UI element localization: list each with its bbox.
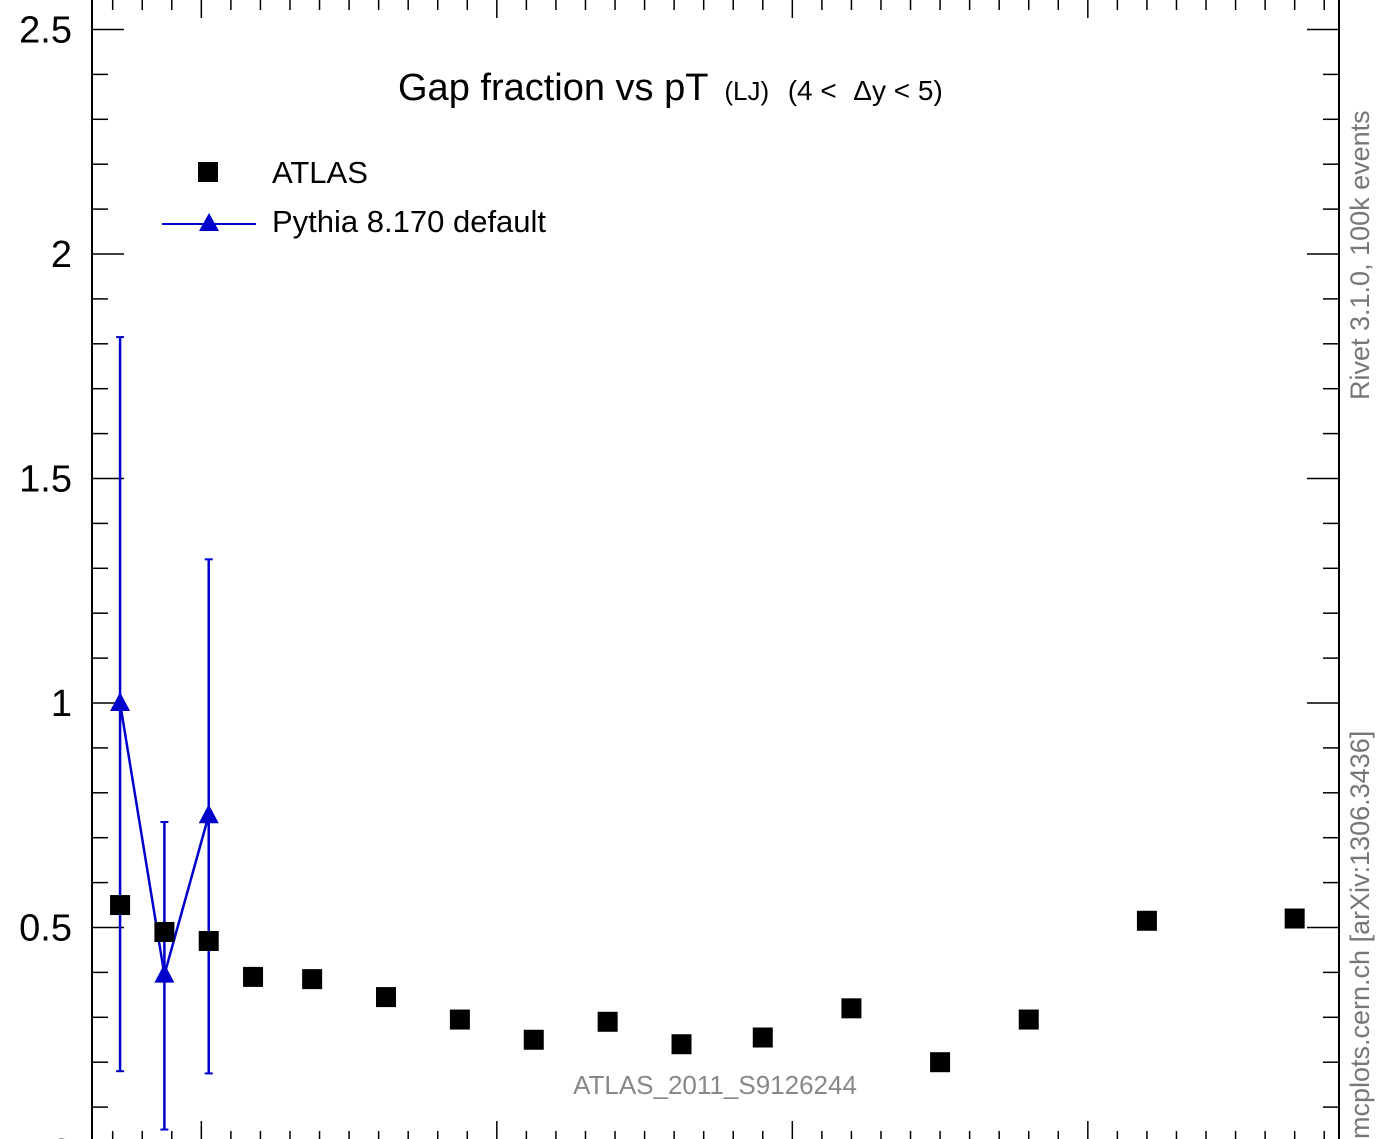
pythia-point [154, 963, 175, 983]
rivet-version-label: Rivet 3.1.0, 100k events [1345, 110, 1375, 400]
axis-ticks [92, 0, 1339, 1139]
chart-title-sub: (LJ) [724, 76, 769, 106]
y-tick-labels: 0 0.5 1 1.5 2 2.5 [19, 10, 72, 1139]
y-tick-label: 0 [51, 1132, 72, 1139]
atlas-point [597, 1011, 618, 1032]
pythia-point [198, 804, 219, 824]
atlas-point [302, 969, 323, 990]
y-tick-label: 1.5 [19, 459, 72, 501]
atlas-point [1284, 908, 1305, 929]
atlas-point [671, 1034, 692, 1055]
y-tick-label: 2 [51, 234, 72, 276]
atlas-point [110, 895, 131, 916]
atlas-point [1136, 910, 1157, 931]
atlas-point [841, 998, 862, 1019]
y-tick-label: 2.5 [19, 10, 72, 52]
atlas-point [154, 921, 175, 942]
y-tick-label: 0.5 [19, 908, 72, 950]
mcplots-reference-label: mcplots.cern.ch [arXiv:1306.3436] [1345, 730, 1375, 1139]
chart-title-main: Gap fraction vs pT [398, 67, 708, 109]
atlas-point [1018, 1009, 1039, 1030]
y-tick-label: 1 [51, 683, 72, 725]
chart-title-range: (4 < [788, 75, 837, 106]
atlas-point [523, 1029, 544, 1050]
legend-atlas-label: ATLAS [272, 155, 368, 190]
series-atlas [110, 895, 1305, 1073]
atlas-point [243, 966, 264, 987]
legend-atlas-marker [198, 162, 218, 182]
analysis-watermark: ATLAS_2011_S9126244 [573, 1070, 857, 1100]
chart-title: Gap fraction vs pT (LJ) (4 < Δy < 5) [398, 67, 943, 109]
plot-frame [91, 0, 1340, 1139]
atlas-point [198, 930, 219, 951]
atlas-point [376, 987, 397, 1008]
atlas-point [752, 1027, 773, 1048]
chart-title-delta: Δy < 5) [853, 75, 943, 106]
pythia-point [110, 692, 131, 711]
legend-pythia-label: Pythia 8.170 default [272, 204, 546, 239]
series-pythia [110, 336, 219, 1131]
atlas-point [449, 1009, 470, 1030]
atlas-point [930, 1052, 951, 1073]
legend: ATLAS Pythia 8.170 default [162, 155, 546, 239]
legend-pythia-marker [199, 213, 219, 231]
